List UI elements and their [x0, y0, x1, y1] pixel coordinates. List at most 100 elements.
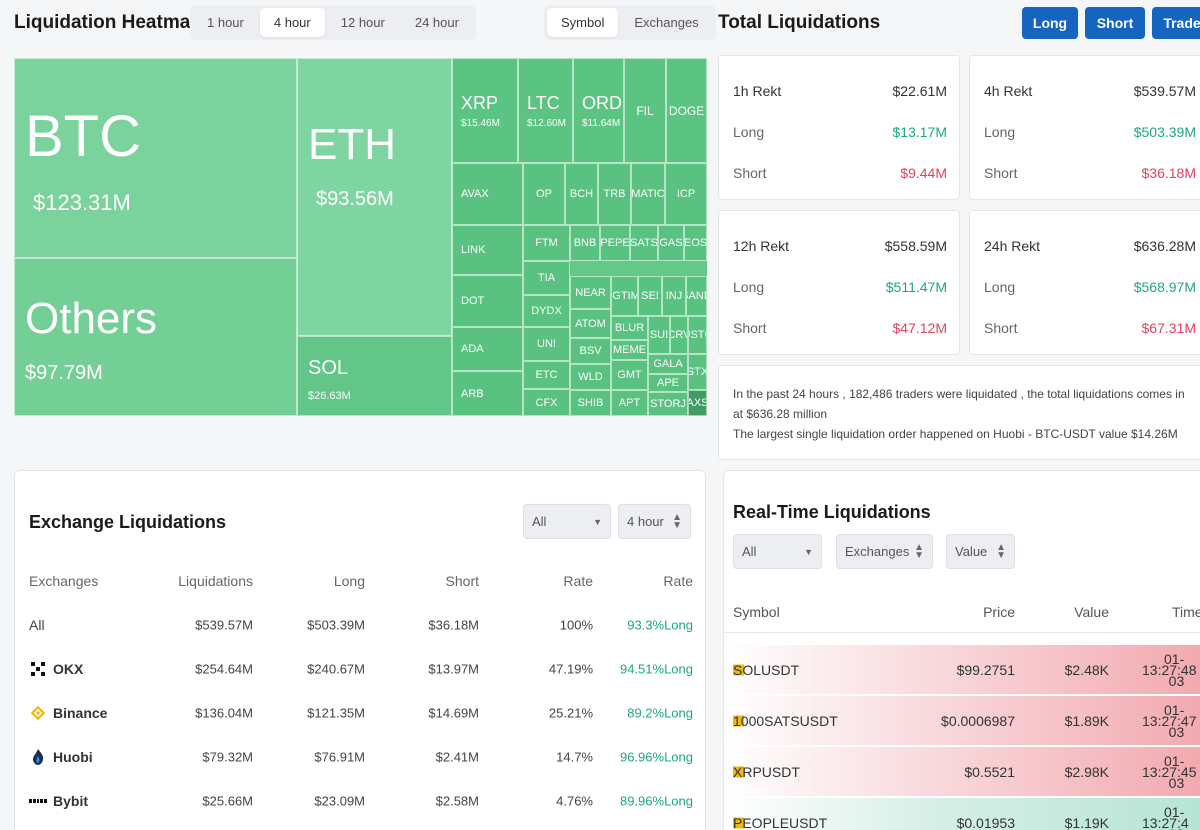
coin-icon — [733, 817, 744, 828]
rekt-total: $22.61M — [892, 83, 947, 99]
heatmap-tile-bnb[interactable]: BNB — [570, 225, 600, 261]
heatmap-tile-sui[interactable]: SUI — [648, 316, 670, 354]
time-option-1h[interactable]: 1 hour — [207, 15, 244, 30]
type-option-exchanges[interactable]: Exchanges — [634, 15, 699, 30]
heatmap-tile-doge[interactable]: DOGE — [666, 58, 707, 163]
tile-symbol: SATS — [630, 237, 658, 249]
heatmap-tile-eos[interactable]: EOS — [684, 225, 707, 261]
tile-value: $97.79M — [25, 362, 103, 384]
heatmap-tile-blur[interactable]: BLUR — [611, 316, 648, 340]
heatmap-tile-gala[interactable]: GALA — [648, 354, 688, 374]
heatmap-tile-trb[interactable]: TRB — [598, 163, 631, 225]
time-cell: 13:27:45 — [1142, 763, 1197, 780]
heatmap-tile-matic[interactable]: MATIC — [631, 163, 665, 225]
heatmap-tile-near[interactable]: NEAR — [570, 276, 611, 309]
heatmap-tile-ltc[interactable]: LTC $12.60M — [518, 58, 573, 163]
heatmap-tile-ordi[interactable]: ORDI $11.64M — [573, 58, 624, 163]
time-option-12h[interactable]: 12 hour — [340, 15, 385, 30]
heatmap-tile-tia[interactable]: TIA — [523, 261, 570, 295]
header-long[interactable]: Long — [333, 573, 365, 589]
header-rate-long[interactable]: Rate — [663, 573, 693, 589]
type-option-symbol[interactable]: Symbol — [547, 8, 619, 37]
heatmap-tile-stx[interactable]: STX — [688, 354, 707, 390]
header-value[interactable]: Value — [1074, 603, 1109, 620]
heatmap-tile-meme[interactable]: MEME — [611, 340, 648, 360]
heatmap-tile-bigtime[interactable]: BIGTIME — [611, 276, 638, 316]
header-symbol[interactable]: Symbol — [733, 603, 780, 620]
heatmap-tile-shib[interactable]: SHIB — [570, 390, 611, 416]
realtime-row[interactable]: 1000SATSUSDT $0.0006987 $1.89K 01-03 13:2… — [724, 696, 1200, 746]
heatmap-tile-axs[interactable]: AXS — [688, 390, 707, 416]
heatmap-tile-pepe[interactable]: PEPE — [600, 225, 630, 261]
heatmap-tile-ada[interactable]: ADA — [452, 327, 523, 371]
tile-symbol: BNB — [573, 237, 597, 249]
realtime-liquidations-panel: Real-Time Liquidations All ▼ Exchanges ▲… — [723, 470, 1200, 830]
heatmap-tile-inj[interactable]: INJ — [662, 276, 686, 316]
header-short[interactable]: Short — [445, 573, 479, 589]
tile-symbol: ORDI — [582, 93, 624, 113]
realtime-exchange-dropdown[interactable]: Exchanges ▲ ▼ — [836, 534, 933, 569]
realtime-row[interactable]: SOLUSDT $99.2751 $2.48K 01-03 13:27:48 — [724, 645, 1200, 695]
heatmap-tile-uni[interactable]: UNI — [523, 327, 570, 361]
table-row[interactable]: OKX $254.64M $240.67M $13.97M 47.19% 94.… — [29, 647, 693, 691]
short-button[interactable]: Short — [1085, 7, 1145, 39]
heatmap-tile-op[interactable]: OP — [523, 163, 565, 225]
time-option-24h[interactable]: 24 hour — [414, 15, 459, 30]
exchange-filter-dropdown[interactable]: All ▼ — [523, 504, 611, 539]
heatmap-tile-sand[interactable]: SAND — [686, 276, 707, 316]
heatmap-tile-fil[interactable]: FIL — [624, 58, 666, 163]
heatmap-tile-icp[interactable]: ICP — [665, 163, 707, 225]
heatmap-tile-atom[interactable]: ATOM — [570, 309, 611, 338]
heatmap-tile-others[interactable]: Others $97.79M — [14, 258, 297, 416]
heatmap-tile-ape[interactable]: APE — [648, 374, 688, 392]
heatmap-tile-ftm[interactable]: FTM — [523, 225, 570, 261]
heatmap-tile-btc[interactable]: BTC $123.31M — [14, 58, 297, 258]
table-row[interactable]: Huobi $79.32M $76.91M $2.41M 14.7% 96.96… — [29, 735, 693, 779]
header-time[interactable]: Time — [1172, 603, 1200, 620]
rekt-short-value: $47.12M — [892, 320, 947, 336]
heatmap-tile-dot[interactable]: DOT — [452, 275, 523, 327]
heatmap-tile-crv[interactable]: CRV — [670, 316, 688, 354]
heatmap-tile-storj[interactable]: STORJ — [648, 392, 688, 416]
header-exchanges[interactable]: Exchanges — [29, 573, 99, 589]
heatmap-tile-xrp[interactable]: XRP $15.46M — [452, 58, 518, 163]
heatmap-tile-apt[interactable]: APT — [611, 390, 648, 416]
table-row[interactable]: All $539.57M $503.39M $36.18M 100% 93.3%… — [29, 603, 693, 647]
time-option-4h[interactable]: 4 hour — [259, 8, 325, 37]
heatmap-tile-link[interactable]: LINK — [452, 225, 523, 275]
heatmap-tile-gas[interactable]: GAS — [658, 225, 684, 261]
exchange-name: Huobi — [53, 749, 93, 765]
tile-symbol: USTC — [689, 329, 706, 341]
heatmap-tile-ustc[interactable]: USTC — [688, 316, 707, 354]
table-header: Exchanges Liquidations Long Short Rate R… — [29, 559, 693, 603]
trade-button[interactable]: Trade — [1152, 7, 1200, 39]
table-row[interactable]: Binance $136.04M $121.35M $14.69M 25.21%… — [29, 691, 693, 735]
header-price[interactable]: Price — [983, 603, 1015, 620]
heatmap-tile-wld[interactable]: WLD — [570, 364, 611, 390]
heatmap-tile-sol[interactable]: SOL $26.63M — [297, 336, 452, 416]
heatmap-tile-sei[interactable]: SEI — [638, 276, 662, 316]
exchange-time-dropdown[interactable]: 4 hour ▲ ▼ — [618, 504, 691, 539]
heatmap-tile-gmt[interactable]: GMT — [611, 360, 648, 390]
heatmap-tile-eth[interactable]: ETH $93.56M — [297, 58, 452, 336]
tile-value: $123.31M — [33, 190, 131, 215]
heatmap-tile-sats[interactable]: SATS — [630, 225, 658, 261]
realtime-row[interactable]: XRPUSDT $0.5521 $2.98K 01-03 13:27:45 — [724, 747, 1200, 797]
tile-symbol: GALA — [653, 358, 683, 370]
heatmap-tile-cfx[interactable]: CFX — [523, 389, 570, 416]
header-liquidations[interactable]: Liquidations — [178, 573, 253, 589]
heatmap-tile-avax[interactable]: AVAX — [452, 163, 523, 225]
heatmap-tile-dydx[interactable]: DYDX — [523, 295, 570, 327]
realtime-value-dropdown[interactable]: Value ▲ ▼ — [946, 534, 1015, 569]
realtime-side-dropdown[interactable]: All ▼ — [733, 534, 822, 569]
heatmap-tile-bsv[interactable]: BSV — [570, 338, 611, 364]
rate-cell: 100% — [559, 617, 593, 633]
heatmap-tile-bch[interactable]: BCH — [565, 163, 598, 225]
header-rate[interactable]: Rate — [563, 573, 593, 589]
heatmap-tile-arb[interactable]: ARB — [452, 371, 523, 416]
table-row[interactable]: Bybit $25.66M $23.09M $2.58M 4.76% 89.96… — [29, 779, 693, 823]
long-button[interactable]: Long — [1022, 7, 1078, 39]
heatmap-tile-etc[interactable]: ETC — [523, 361, 570, 389]
symbol-cell: XRPUSDT — [733, 763, 800, 780]
